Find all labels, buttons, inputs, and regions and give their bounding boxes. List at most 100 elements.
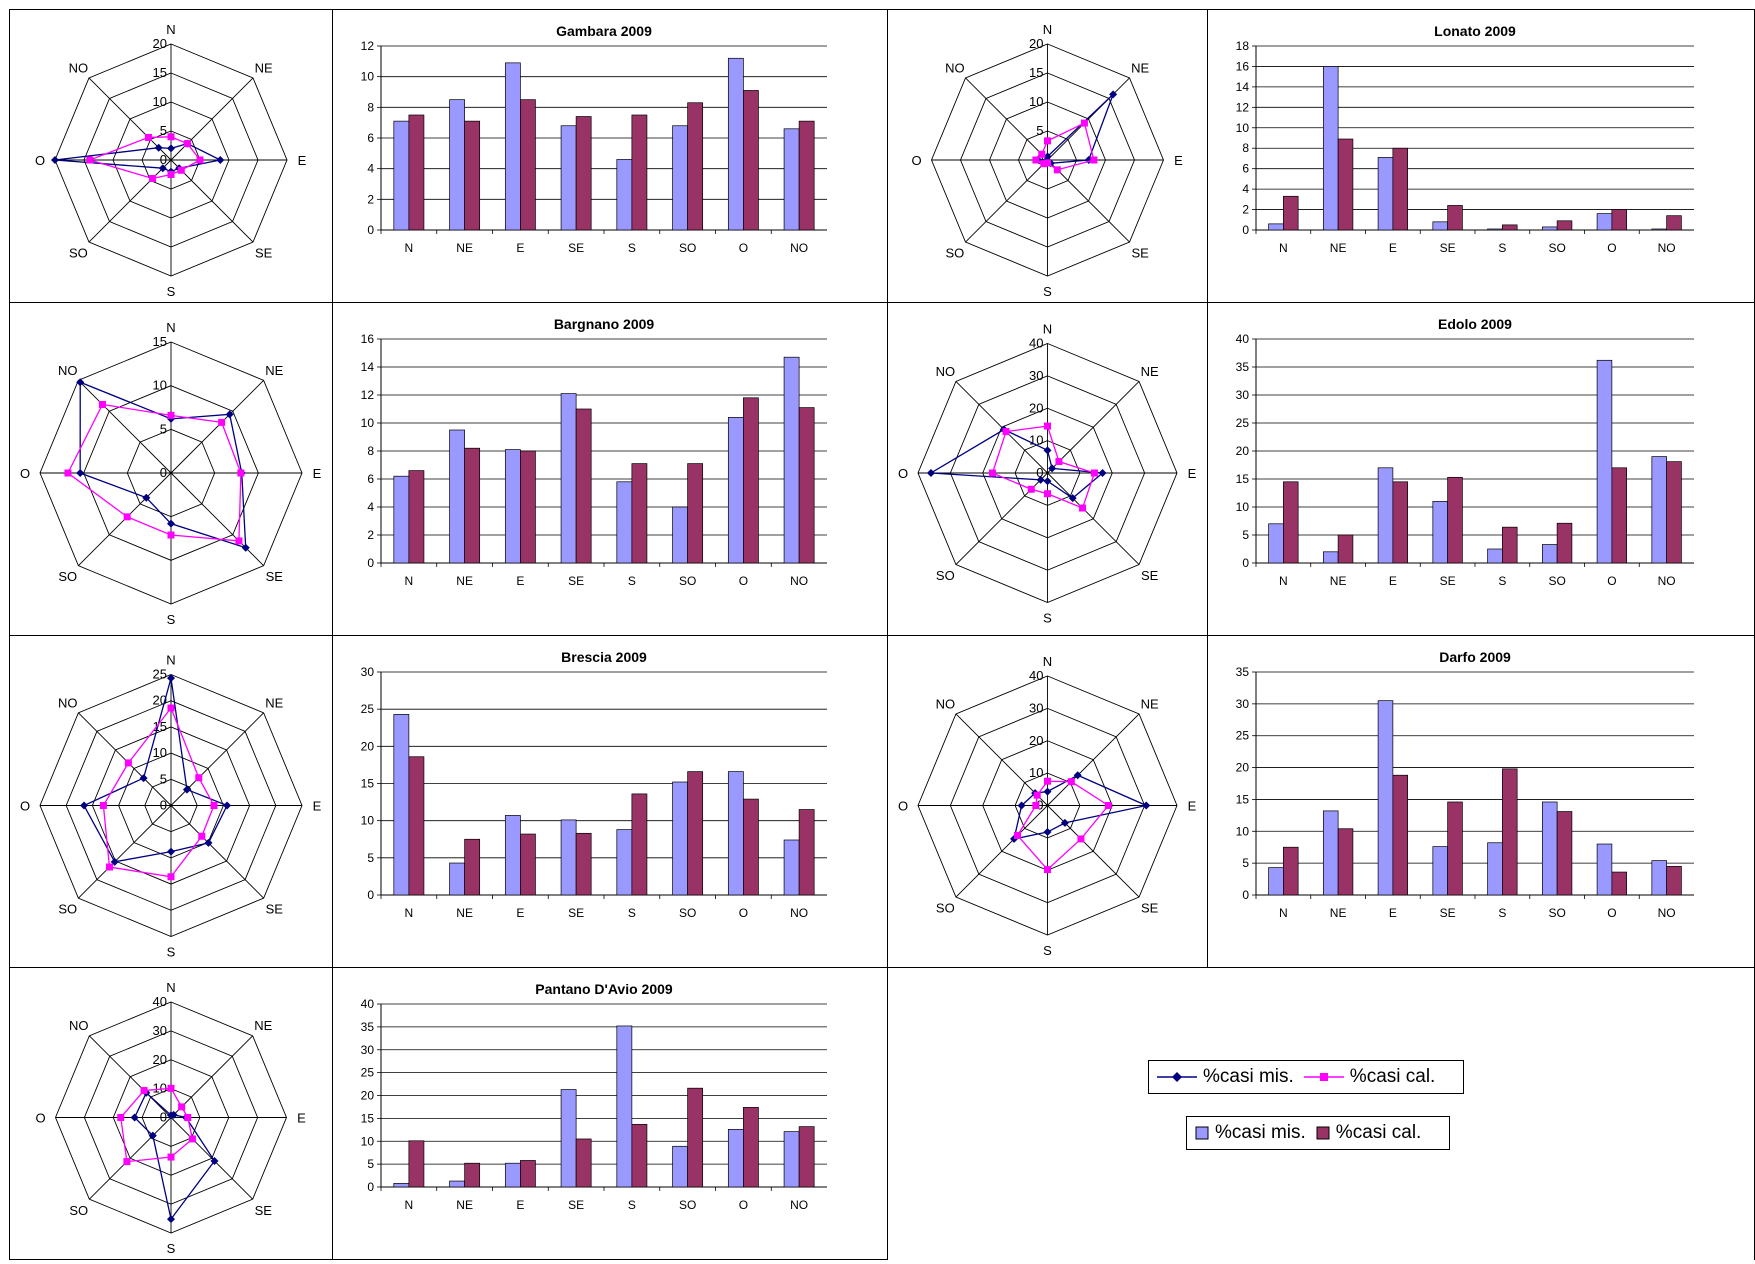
radar-tick-label: 20 (1029, 400, 1043, 415)
x-tick-label: NE (456, 1198, 473, 1212)
radar-point-mis (223, 801, 232, 810)
radar-point-cal (184, 1114, 192, 1121)
chart-title: Lonato 2009 (1434, 23, 1516, 39)
bar-mis (1651, 456, 1667, 564)
bar-mis (672, 781, 688, 896)
radar-point-cal (1053, 166, 1061, 174)
radar-tick-label: 10 (153, 94, 167, 109)
x-tick-label: SO (679, 574, 696, 588)
y-tick-label: 30 (1236, 697, 1250, 711)
radar-point-cal (1044, 159, 1051, 167)
bar-mis (1268, 223, 1284, 231)
radar-point-cal (1044, 490, 1051, 498)
radar-point-cal (98, 400, 106, 408)
radar-direction-label: NE (1141, 696, 1159, 711)
square-swatch-icon (1316, 1126, 1330, 1140)
radar-direction-label: SE (255, 246, 273, 261)
bar-cal (798, 120, 815, 231)
y-tick-label: 4 (367, 500, 374, 514)
x-tick-label: SO (679, 241, 696, 255)
x-tick-label: SE (1440, 241, 1456, 255)
radar-point-mis (148, 1131, 157, 1140)
radar-tick-label: 5 (1036, 123, 1043, 138)
radar-direction-label: N (166, 653, 175, 668)
x-tick-label: SO (679, 906, 696, 920)
bar-mis (672, 125, 688, 231)
radar-point-mis (1073, 771, 1082, 780)
radar-tick-label: 10 (153, 378, 167, 393)
radar-direction-label: SE (266, 569, 284, 584)
x-tick-label: NO (1658, 906, 1676, 920)
y-tick-label: 35 (1236, 360, 1250, 374)
chart-title: Edolo 2009 (1438, 316, 1512, 332)
bar-chart-cell: Gambara 2009 0 2 4 6 8 10 12 N NE E SE S SO O NO (333, 10, 888, 303)
x-tick-label: SE (568, 1198, 584, 1212)
radar-direction-label: N (1043, 22, 1052, 37)
bar-cal (687, 771, 704, 896)
diamond-marker-icon (1157, 1072, 1197, 1082)
bar-mis (783, 356, 800, 564)
x-tick-label: E (1389, 906, 1397, 920)
bar-cal (687, 463, 704, 564)
radar-spoke (965, 159, 1048, 243)
bar-cal (798, 407, 815, 564)
bar-mis (783, 128, 800, 231)
x-tick-label: NE (456, 574, 473, 588)
bar-cal (1392, 147, 1409, 231)
legend-label-cal-bar: %casi cal. (1335, 1122, 1422, 1143)
radar-series-cal (1016, 780, 1110, 871)
lonato-bar: Lonato 2009 0 2 4 6 8 10 12 14 16 18 N NE E SE S SO O NO (1236, 23, 1694, 255)
radar-point-cal (86, 156, 94, 164)
pantano-bar: Pantano D'Avio 2009 0 5 10 15 20 25 30 35 40 N NE E S… (361, 981, 827, 1212)
bar-cal (631, 793, 648, 896)
y-tick-label: 30 (1236, 388, 1250, 402)
radar-point-mis (167, 847, 175, 856)
radar-point-mis (76, 469, 85, 477)
y-tick-label: 0 (1242, 888, 1249, 902)
radar-direction-label: E (313, 466, 322, 481)
radar-point-cal (195, 774, 203, 782)
y-tick-label: 0 (367, 556, 374, 570)
x-tick-label: S (1498, 574, 1506, 588)
radar-direction-label: SE (1141, 901, 1159, 916)
radar-direction-label: NE (265, 695, 283, 710)
bar-mis (672, 1145, 688, 1188)
gambara-radar: 0 5 10 15 20N NE E SE S SO O NO (35, 22, 307, 299)
bar-cal (1502, 526, 1518, 564)
y-tick-label: 6 (367, 472, 374, 486)
radar-spoke (170, 472, 264, 566)
radar-tick-label: 15 (153, 334, 167, 349)
radar-point-mis (167, 144, 175, 153)
radar-direction-label: SE (1141, 568, 1159, 583)
radar-direction-label: NO (69, 1018, 89, 1033)
bar-cal (798, 809, 815, 896)
radar-point-cal (1014, 831, 1022, 839)
radar-point-cal (167, 704, 175, 712)
radar-point-cal (123, 513, 131, 521)
radar-direction-label: O (20, 799, 30, 814)
bar-cal (1392, 774, 1409, 896)
bar-cal (1392, 481, 1409, 564)
radar-tick-label: 0 (160, 152, 167, 167)
radar-tick-label: 20 (153, 1052, 167, 1067)
radar-point-cal (167, 133, 175, 141)
x-tick-label: SE (568, 574, 584, 588)
bar-cal (464, 447, 481, 564)
radar-point-cal (1067, 778, 1075, 786)
bar-cal (464, 838, 481, 896)
bar-mis (1432, 221, 1448, 231)
x-tick-label: N (1279, 906, 1288, 920)
radar-point-cal (196, 156, 204, 164)
radar-direction-label: SO (58, 902, 77, 917)
radar-direction-label: S (1043, 943, 1052, 958)
darfo-radar: 0 10 20 30 40N NE E SE S SO O NO (898, 654, 1197, 958)
x-tick-label: N (1279, 241, 1288, 255)
radar-point-mis (1068, 494, 1077, 503)
bar-mis (727, 57, 744, 231)
radar-direction-label: E (1188, 466, 1197, 481)
chart-title: Bargnano 2009 (554, 316, 655, 332)
x-tick-label: S (1498, 241, 1506, 255)
bar-mis (1596, 359, 1613, 564)
